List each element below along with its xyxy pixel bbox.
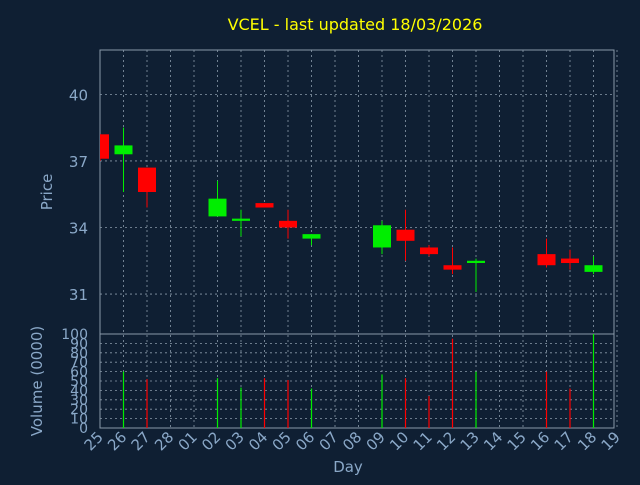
candle-body	[302, 234, 321, 239]
volume-tick-label: 30	[70, 393, 88, 409]
candle-body	[232, 218, 250, 221]
x-tick-label: 16	[527, 428, 553, 454]
x-tick-label: 15	[504, 428, 530, 454]
volume-tick-label: 90	[70, 336, 88, 352]
price-tick-label: 34	[69, 220, 88, 238]
x-tick-label: 06	[292, 428, 318, 454]
volume-tick-label: 100	[61, 327, 88, 343]
x-tick-label: 11	[410, 428, 436, 454]
candle-body	[279, 220, 297, 228]
x-tick-label: 03	[222, 428, 248, 454]
x-tick-label: 28	[151, 428, 177, 454]
volume-tick-label: 40	[70, 383, 88, 399]
price-panel-frame	[99, 49, 615, 335]
price-tick-label: 40	[69, 86, 88, 104]
volume-tick-label: 20	[70, 402, 88, 418]
x-tick-label: 26	[104, 428, 130, 454]
x-axis-label: Day	[333, 458, 363, 476]
volume-tick-label: 50	[70, 374, 88, 390]
x-tick-label: 05	[269, 428, 295, 454]
volume-tick-label: 70	[70, 355, 88, 371]
volume-axis-label: Volume (0000)	[28, 326, 46, 436]
x-tick-label: 14	[480, 428, 506, 454]
candle-body	[420, 247, 438, 255]
x-tick-label: 07	[316, 428, 342, 454]
x-tick-label: 13	[457, 428, 483, 454]
x-tick-label: 10	[386, 428, 412, 454]
candle-body	[114, 145, 133, 155]
x-tick-label: 01	[175, 428, 201, 454]
volume-tick-label: 80	[70, 346, 88, 362]
candle-body	[373, 225, 391, 248]
x-tick-label: 09	[363, 428, 389, 454]
volume-tick-label: 60	[70, 365, 88, 381]
candle-body	[396, 229, 415, 241]
candle-body	[255, 203, 274, 208]
price-axis-label: Price	[38, 174, 56, 211]
volume-panel-frame	[99, 333, 615, 429]
x-tick-label: 12	[433, 428, 459, 454]
price-tick-label: 31	[69, 286, 88, 304]
candle-body	[467, 260, 485, 263]
candle-body	[537, 254, 556, 266]
x-tick-label: 04	[245, 428, 271, 454]
x-tick-label: 08	[339, 428, 365, 454]
x-tick-label: 02	[198, 428, 224, 454]
candle-body	[561, 258, 579, 263]
volume-tick-label: 10	[70, 412, 88, 428]
x-tick-label: 27	[128, 428, 154, 454]
x-tick-label: 17	[551, 428, 577, 454]
chart-title: VCEL - last updated 18/03/2026	[228, 15, 483, 34]
candle-body	[208, 198, 227, 217]
x-tick-label: 19	[598, 428, 624, 454]
x-tick-label: 18	[574, 428, 600, 454]
candle-body	[443, 265, 462, 270]
candle-body	[100, 134, 109, 159]
price-tick-label: 37	[69, 153, 88, 171]
candle-body	[584, 265, 603, 272]
volume-tick-label: 0	[79, 421, 88, 437]
candle-body	[138, 167, 156, 192]
